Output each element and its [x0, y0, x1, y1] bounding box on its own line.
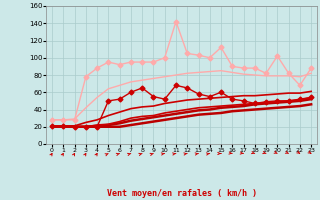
Text: Vent moyen/en rafales ( km/h ): Vent moyen/en rafales ( km/h )	[108, 189, 257, 198]
